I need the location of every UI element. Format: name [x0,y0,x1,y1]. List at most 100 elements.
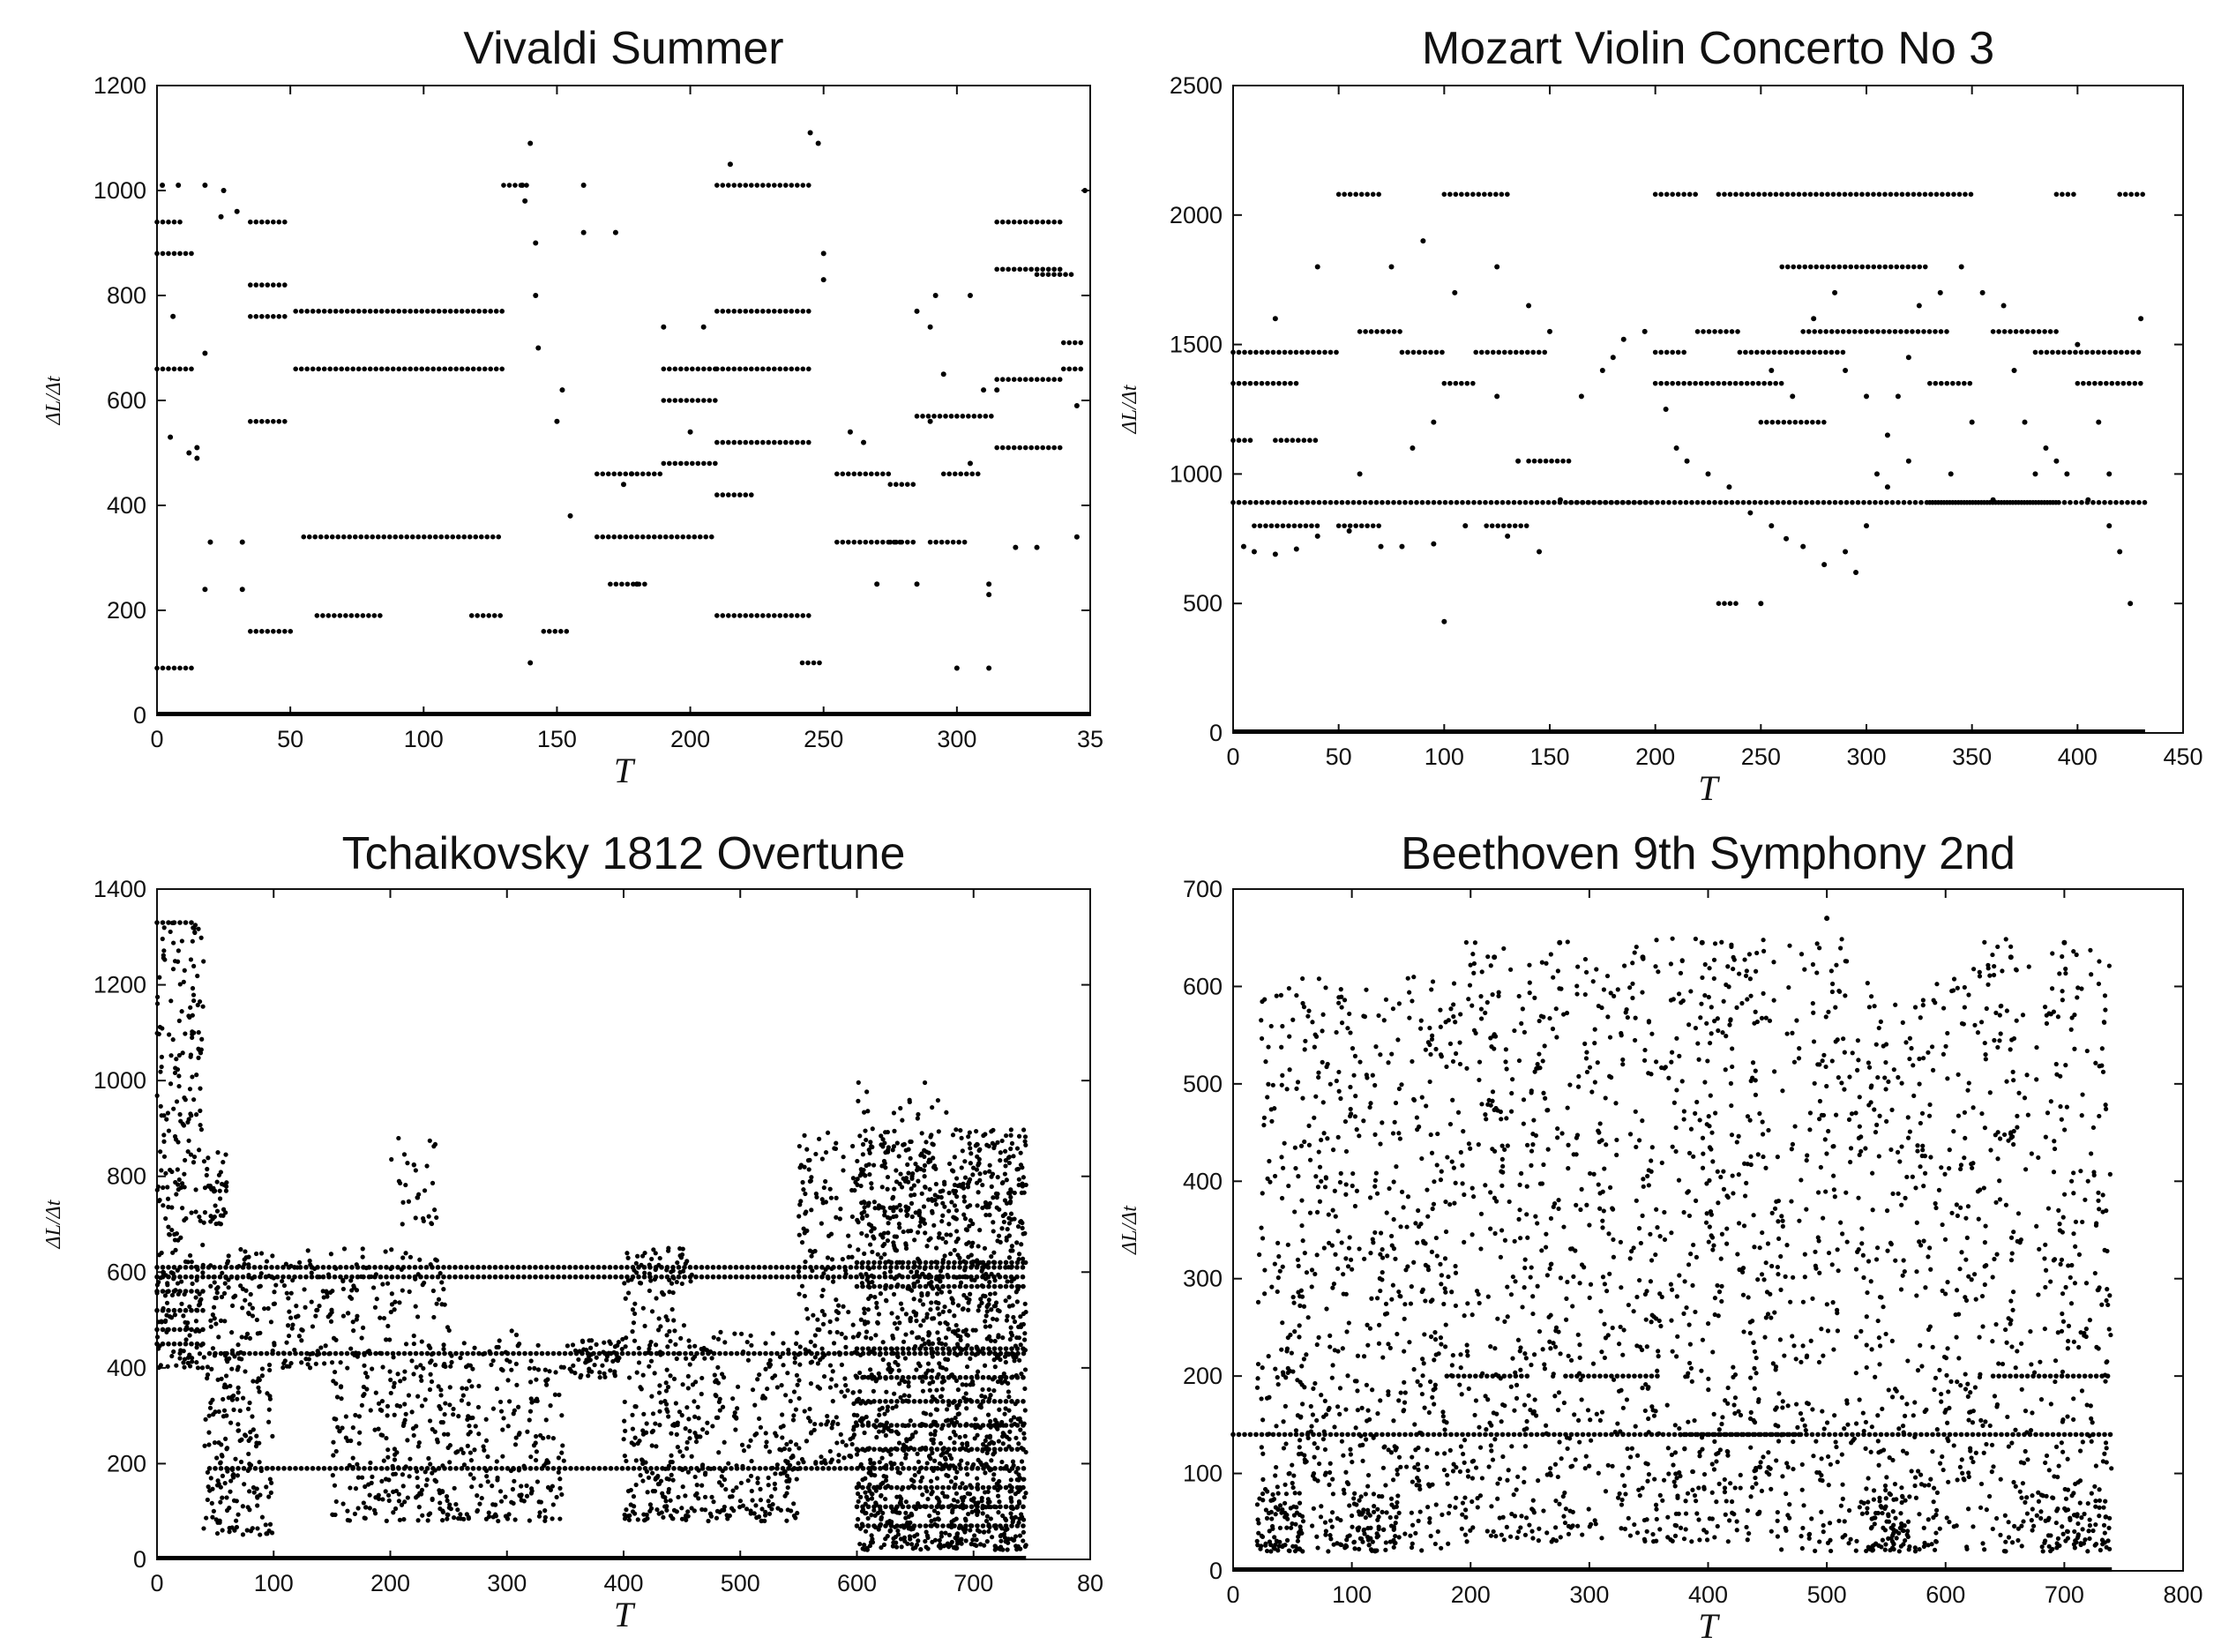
data-point [947,1289,953,1295]
data-point [316,366,321,372]
x-tick-label: 300 [487,1570,527,1596]
data-point [722,1340,728,1345]
data-point [356,1414,363,1419]
data-point [223,1265,228,1270]
data-point [1009,1499,1014,1504]
data-point [407,1265,412,1270]
data-point [869,1349,874,1355]
data-point [158,1069,163,1074]
data-point [183,250,189,257]
data-point [906,1260,911,1266]
data-point [528,1491,535,1496]
data-point [855,1491,861,1497]
data-point [185,1119,191,1125]
data-point [253,282,259,288]
data-point [1009,1244,1014,1249]
data-point [646,471,652,477]
data-point [1022,1301,1028,1306]
data-point [1278,437,1284,444]
data-point [170,1271,176,1276]
data-point [1060,340,1066,346]
data-point [602,1371,607,1376]
data-point [661,366,667,372]
data-point [207,539,213,545]
data-point [379,1478,385,1484]
data-point [1722,191,1727,198]
data-point [914,308,920,314]
data-point [567,1274,572,1280]
data-point [331,1439,336,1445]
data-point [408,1254,414,1260]
data-point [658,1400,663,1405]
data-point [934,1291,940,1297]
data-point [340,1313,347,1319]
data-point [831,1274,836,1280]
data-point [766,439,772,445]
data-point [1792,419,1799,425]
data-point [360,1325,366,1330]
data-point [669,1472,674,1477]
data-point [534,1449,539,1454]
data-point [1678,499,1683,505]
data-point [998,1399,1003,1404]
data-point [709,1494,714,1499]
data-point [1807,191,1813,198]
data-point [607,1339,612,1344]
data-point [2096,349,2101,355]
data-point [963,1391,968,1396]
data-point [584,1274,590,1280]
data-point [886,1259,892,1264]
data-point [330,1512,336,1518]
data-point [737,366,743,372]
data-point [229,1330,235,1335]
data-point [254,1433,259,1439]
data-point [167,1032,172,1037]
data-point [275,1350,281,1357]
data-point [351,1328,356,1334]
data-point [362,309,367,314]
data-point [616,1340,622,1345]
data-point [190,1035,195,1041]
data-point [455,534,461,540]
data-point [1057,266,1063,273]
data-point [641,1274,647,1280]
data-point [177,982,183,987]
y-tick-label: 600 [107,1259,146,1285]
data-point [786,1350,791,1357]
data-point [2090,499,2096,505]
data-point [155,1184,161,1190]
data-point [364,1387,370,1392]
data-point [983,414,989,419]
data-point [994,377,999,383]
data-point [255,1494,260,1499]
data-point [391,1510,396,1515]
data-point [695,398,701,403]
data-point [1314,533,1320,539]
data-point [923,1445,929,1451]
y-tick-label: 2500 [1170,72,1223,99]
data-point [602,1466,608,1471]
data-point [272,1341,277,1346]
data-point [614,1466,619,1471]
data-point [202,1443,207,1448]
data-point [1494,393,1500,400]
data-point [970,1537,976,1543]
data-point [267,1521,273,1527]
data-point [2136,499,2142,505]
data-point [284,1340,289,1345]
data-point [193,1328,198,1334]
data-point [1397,329,1402,334]
data-point [171,1265,177,1270]
data-point [172,1070,178,1076]
data-point [154,1290,160,1296]
data-point [744,1265,751,1270]
data-point [695,366,701,372]
data-point [789,183,795,188]
data-point [1905,191,1911,198]
data-point [944,1232,949,1237]
data-point [821,1185,826,1191]
data-point [154,665,160,671]
data-point [527,1274,533,1280]
data-point [298,366,304,372]
x-tick-label: 300 [1846,744,1886,770]
